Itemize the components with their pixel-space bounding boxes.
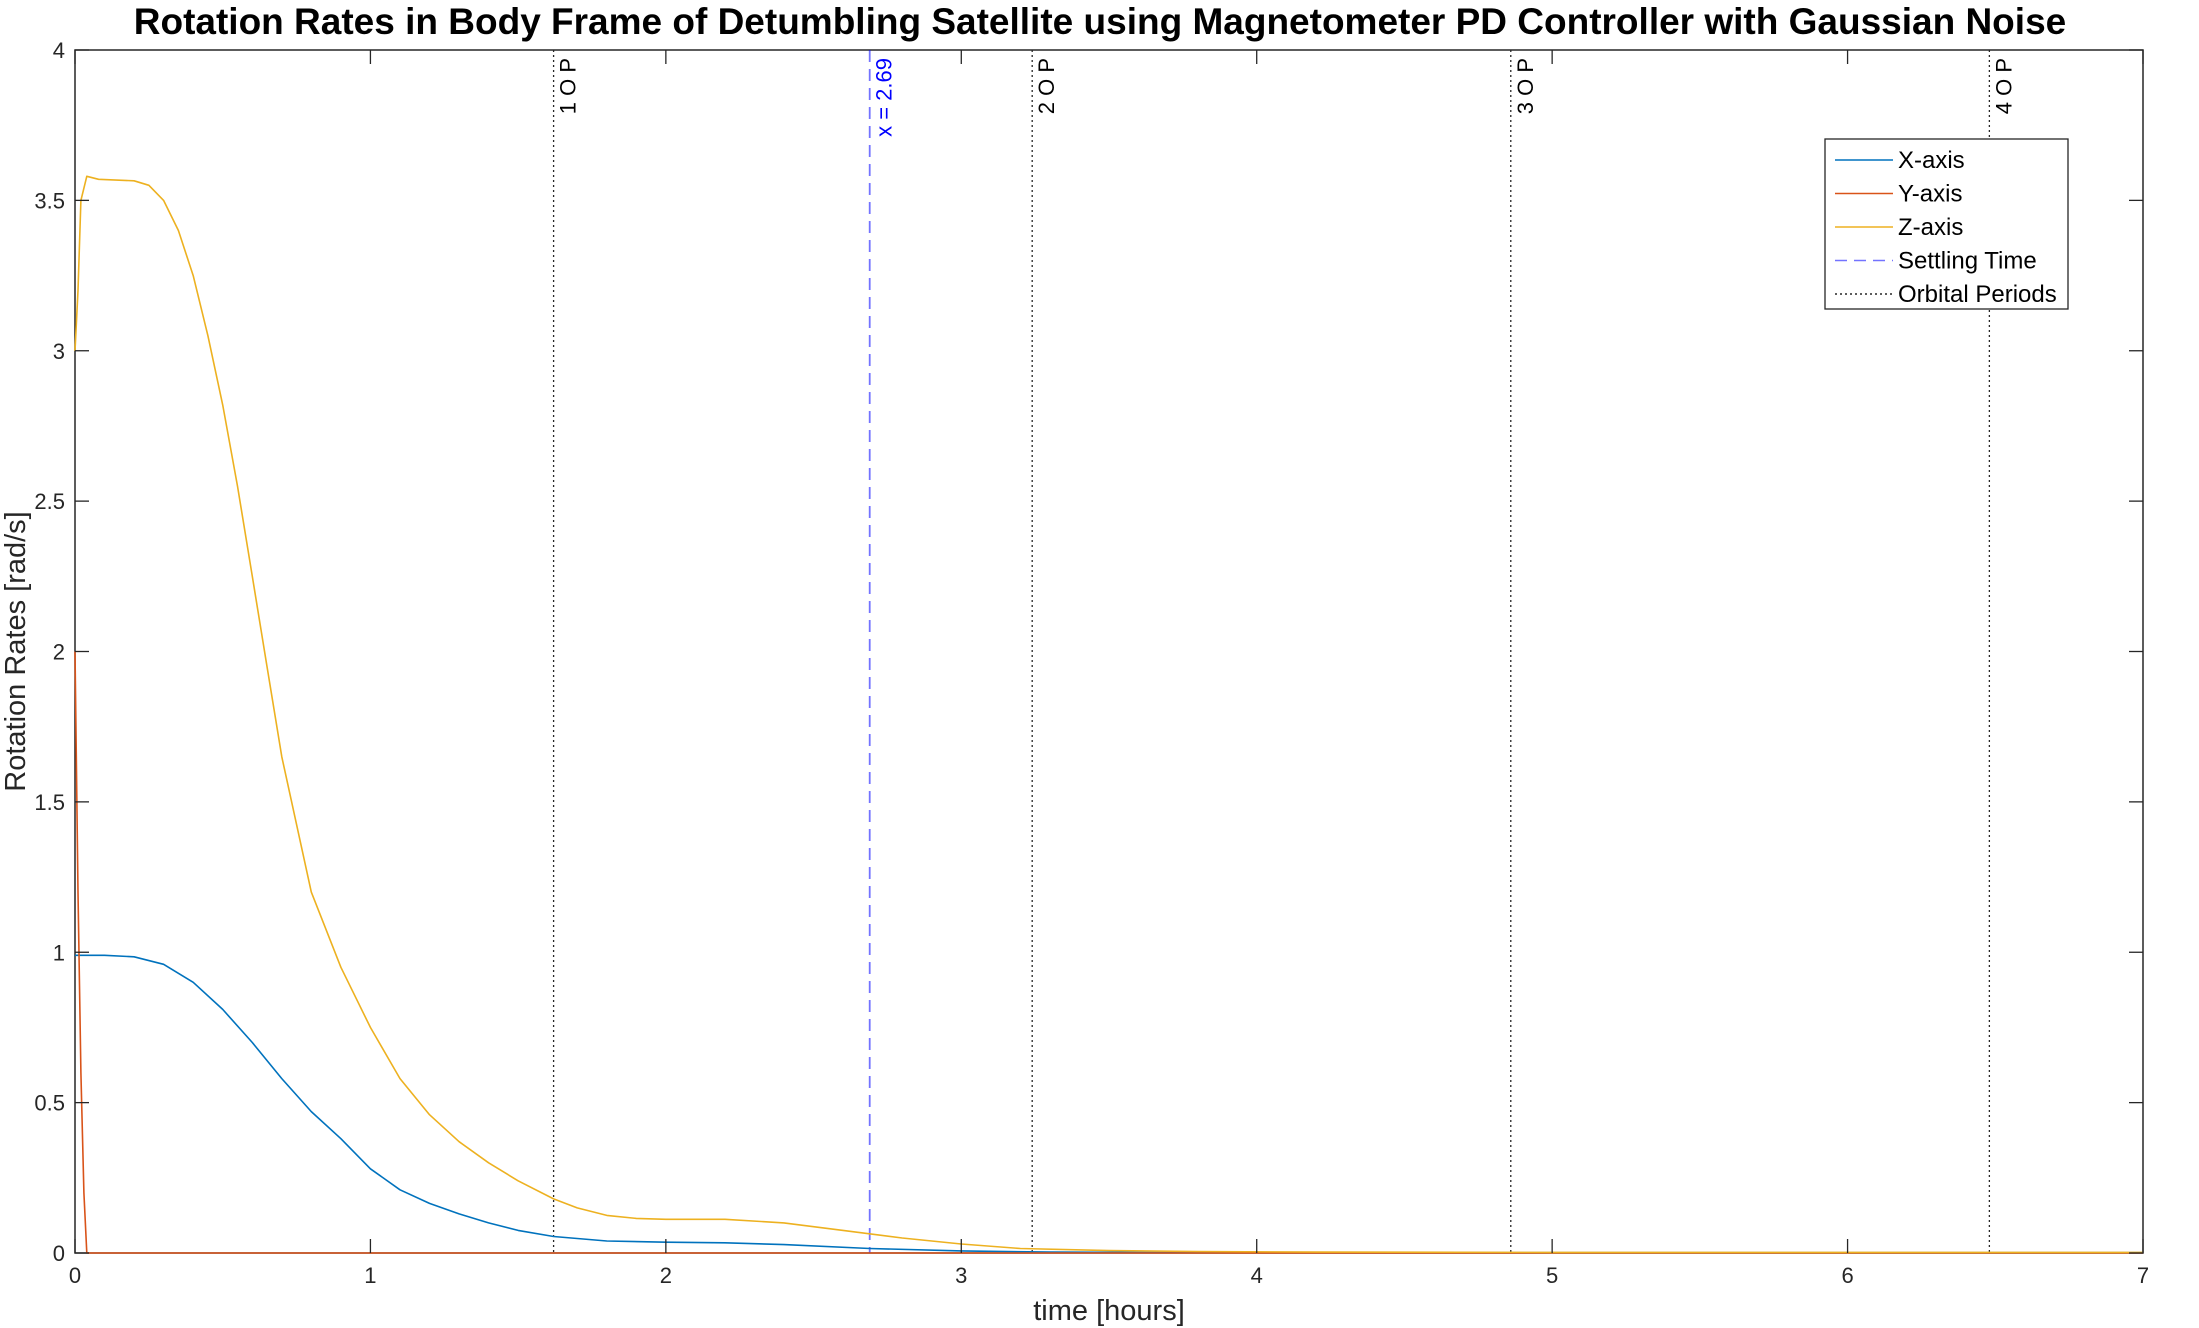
chart-title: Rotation Rates in Body Frame of Detumbli… <box>134 1 2066 42</box>
series-line-x-axis <box>75 954 2143 1254</box>
legend-label: Z-axis <box>1898 214 1963 241</box>
y-tick-label: 2 <box>53 640 65 665</box>
legend-label: Y-axis <box>1898 181 1962 208</box>
x-tick-label: 6 <box>1841 1263 1853 1288</box>
legend-label: Settling Time <box>1898 248 2037 275</box>
y-tick-label: 1.5 <box>34 790 65 815</box>
legend-label: Orbital Periods <box>1898 281 2057 308</box>
orbital-period-label-2: 2 O P <box>1034 58 1059 114</box>
legend-label: X-axis <box>1898 147 1965 174</box>
x-tick-label: 7 <box>2137 1263 2149 1288</box>
legend-box <box>1824 138 2069 310</box>
series-line-z-axis <box>74 175 2143 1254</box>
x-tick-label: 3 <box>955 1263 967 1288</box>
y-axis-label: Rotation Rates [rad/s] <box>0 511 32 791</box>
y-tick-label: 4 <box>53 38 65 63</box>
series-lines <box>74 175 2143 1254</box>
y-tick-label: 1 <box>53 940 65 965</box>
y-axis-ticks: 0 0.5 1 1.5 2 2.5 3 3.5 4 <box>34 38 2143 1266</box>
axes-box <box>74 49 2144 1254</box>
settling-time-label: x = 2.69 <box>872 58 897 137</box>
orbital-period-label-4: 4 O P <box>1991 58 2016 114</box>
x-tick-label: 0 <box>69 1263 81 1288</box>
reference-lines: 1 O P 2 O P 3 O P 4 O P x = 2.69 <box>552 50 2016 1253</box>
orbital-period-label-1: 1 O P <box>556 58 581 114</box>
x-axis-label: time [hours] <box>1033 1295 1185 1327</box>
y-tick-label: 2.5 <box>34 489 65 514</box>
x-tick-label: 2 <box>660 1263 672 1288</box>
x-tick-label: 1 <box>364 1263 376 1288</box>
y-tick-label: 3.5 <box>34 188 65 213</box>
y-tick-label: 0.5 <box>34 1091 65 1116</box>
legend: X-axis Y-axis Z-axis Settling Time Orbital P… <box>1824 138 2069 310</box>
x-axis-ticks: 0 1 2 3 4 5 6 7 <box>69 50 2149 1288</box>
y-tick-label: 3 <box>53 339 65 364</box>
orbital-period-label-3: 3 O P <box>1513 58 1538 114</box>
y-tick-label: 0 <box>53 1241 65 1266</box>
x-tick-label: 5 <box>1546 1263 1558 1288</box>
x-tick-label: 4 <box>1251 1263 1263 1288</box>
